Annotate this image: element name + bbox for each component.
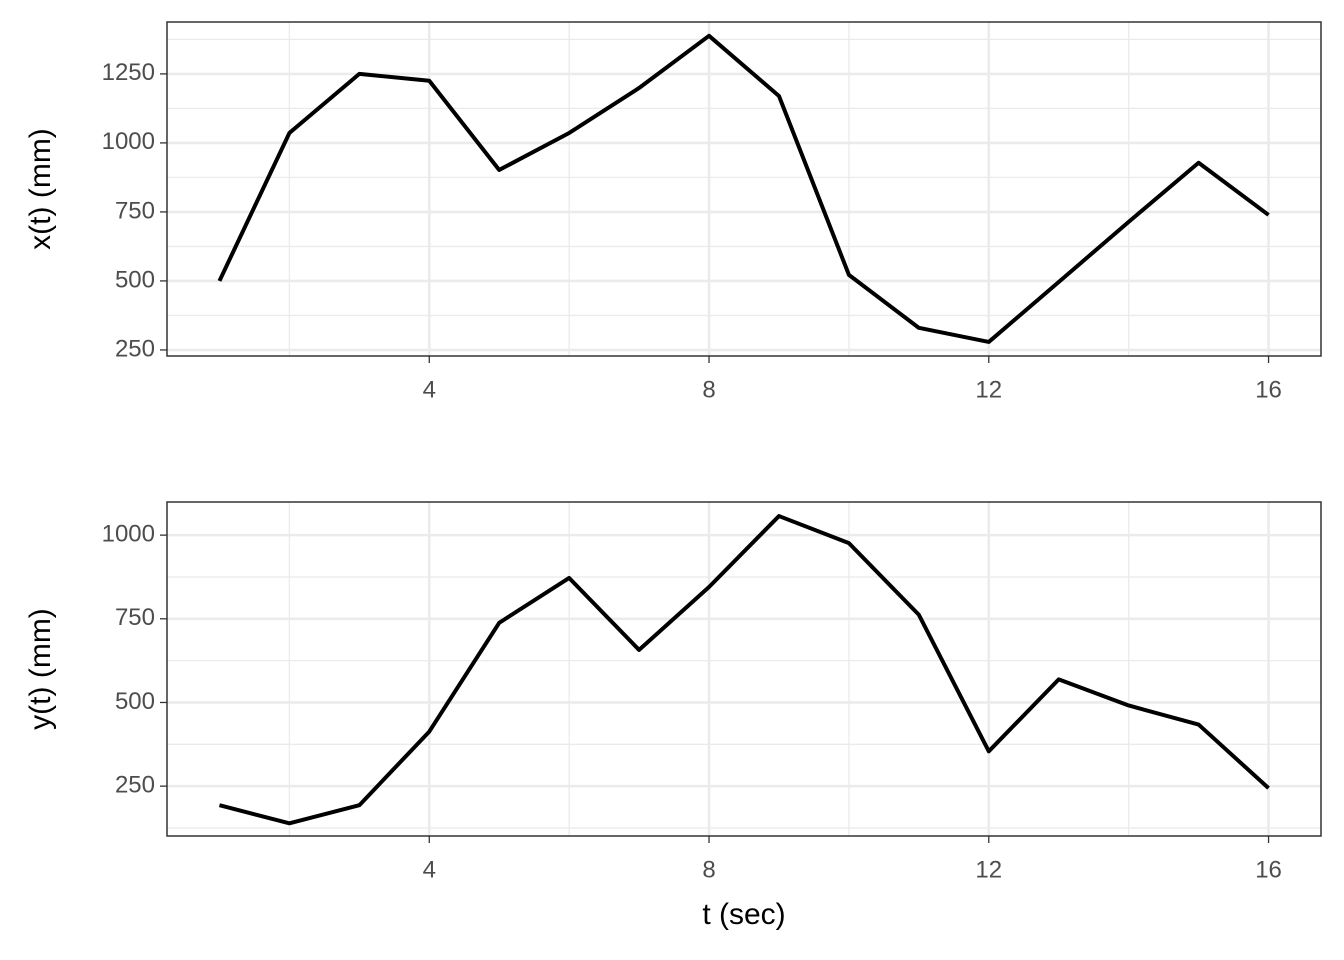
data-line [218,514,1270,826]
y-tick-label: 1000 [102,520,155,547]
x-tick-label: 12 [975,376,1002,403]
x-tick-label: 12 [975,856,1002,883]
y-tick-label: 1000 [102,128,155,155]
panel-border [166,501,1322,837]
y-tick-label: 250 [115,771,155,798]
y-tick-label: 500 [115,688,155,715]
y-axis-title: y(t) (mm) [24,608,57,730]
data-line [217,33,1270,344]
x-tick-label: 4 [423,856,436,883]
y-axis-title: x(t) (mm) [24,128,57,250]
y-tick-label: 500 [115,266,155,293]
y-tick-label: 1250 [102,59,155,86]
x-tick-label: 8 [702,376,715,403]
y-tick-label: 250 [115,335,155,362]
panel-border [166,21,1322,357]
x-tick-label: 16 [1255,376,1282,403]
y-tick-label: 750 [115,197,155,224]
x-tick-label: 16 [1255,856,1282,883]
x-tick-label: 4 [423,376,436,403]
y-tick-label: 750 [115,604,155,631]
x-tick-label: 8 [702,856,715,883]
x-axis-title: t (sec) [702,898,785,931]
